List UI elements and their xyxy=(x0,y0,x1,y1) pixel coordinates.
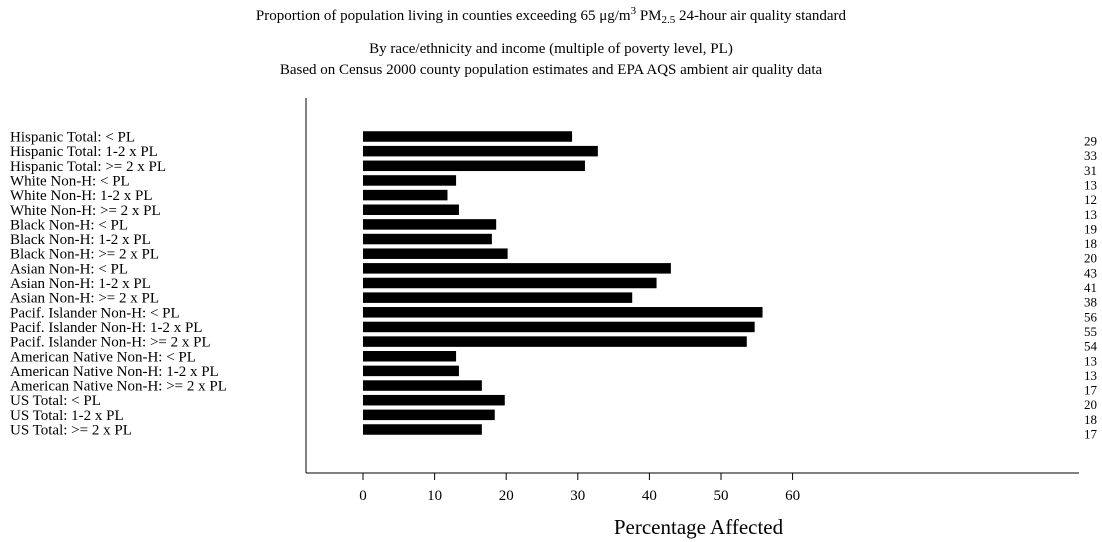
bar-value-label: 20 xyxy=(1084,397,1097,412)
bar xyxy=(363,160,585,172)
category-label: American Native Non-H: >= 2 x PL xyxy=(10,379,227,395)
bar-group xyxy=(363,131,763,435)
category-label: Hispanic Total: >= 2 x PL xyxy=(10,159,166,175)
bar-value-label: 31 xyxy=(1084,163,1097,178)
bar xyxy=(363,336,747,347)
bar xyxy=(363,380,482,391)
bar xyxy=(363,307,763,318)
category-label: US Total: < PL xyxy=(10,393,101,409)
bar-value-label: 13 xyxy=(1084,353,1097,368)
bar-value-label: 13 xyxy=(1084,368,1097,383)
bar xyxy=(363,189,448,201)
x-axis-label: Percentage Affected xyxy=(614,515,784,539)
x-tick-label: 60 xyxy=(785,488,800,504)
x-ticks: 0 10 20 30 40 50 60 xyxy=(359,473,800,504)
bar-value-label: 18 xyxy=(1084,236,1097,251)
bar-value-label: 54 xyxy=(1084,339,1098,354)
bar-value-label: 12 xyxy=(1084,192,1097,207)
bar-value-label: 19 xyxy=(1084,221,1097,236)
bar xyxy=(363,292,633,303)
bar-value-label: 41 xyxy=(1084,280,1097,295)
bar xyxy=(363,219,497,230)
category-label: White Non-H: 1-2 x PL xyxy=(10,188,152,204)
bar-value-label: 17 xyxy=(1084,383,1098,398)
bar xyxy=(363,424,482,435)
x-tick-label: 10 xyxy=(427,488,442,504)
bar xyxy=(363,233,492,245)
x-tick-label: 20 xyxy=(499,488,514,504)
bar-value-label: 18 xyxy=(1084,412,1097,427)
bar-value-label: 56 xyxy=(1084,309,1098,324)
category-label: White Non-H: < PL xyxy=(10,173,130,189)
category-label: White Non-H: >= 2 x PL xyxy=(10,203,161,219)
bar xyxy=(363,365,459,377)
x-tick-label: 50 xyxy=(714,488,729,504)
category-label: US Total: 1-2 x PL xyxy=(10,408,124,424)
bar xyxy=(363,263,671,274)
bar-value-label: 43 xyxy=(1084,265,1097,280)
bar-value-label: 13 xyxy=(1084,207,1097,222)
bar xyxy=(363,277,657,289)
category-label: US Total: >= 2 x PL xyxy=(10,423,132,439)
bar-value-label: 29 xyxy=(1084,134,1097,149)
bar xyxy=(363,175,457,186)
bar xyxy=(363,321,755,333)
x-tick-label: 30 xyxy=(570,488,585,504)
x-tick-label: 0 xyxy=(359,488,367,504)
chart-subtitle-2: Based on Census 2000 county population e… xyxy=(279,62,823,78)
category-label: Pacif. Islander Non-H: 1-2 x PL xyxy=(10,320,202,336)
bar-value-label: 33 xyxy=(1084,148,1097,163)
category-label: Pacif. Islander Non-H: < PL xyxy=(10,305,180,321)
bar-value-label: 38 xyxy=(1084,295,1097,310)
category-label: Black Non-H: < PL xyxy=(10,217,128,233)
category-label: Hispanic Total: 1-2 x PL xyxy=(10,144,158,160)
bar-value-label: 17 xyxy=(1084,427,1098,442)
bar xyxy=(363,351,457,362)
category-label: Asian Non-H: < PL xyxy=(10,261,128,277)
bar-value-label: 13 xyxy=(1084,177,1097,192)
category-label: Asian Non-H: 1-2 x PL xyxy=(10,276,151,292)
category-label: Hispanic Total: < PL xyxy=(10,130,135,146)
category-label: American Native Non-H: < PL xyxy=(10,349,196,365)
bar-value-label: 20 xyxy=(1084,251,1097,266)
value-labels: 2933311312131918204341385655541313172018… xyxy=(1084,134,1098,442)
x-tick-label: 40 xyxy=(642,488,657,504)
category-label: Black Non-H: >= 2 x PL xyxy=(10,247,159,263)
bar xyxy=(363,204,459,215)
bar xyxy=(363,145,598,157)
category-label: Pacif. Islander Non-H: >= 2 x PL xyxy=(10,335,211,351)
bar xyxy=(363,131,573,142)
category-label: Asian Non-H: >= 2 x PL xyxy=(10,291,159,307)
category-label: Black Non-H: 1-2 x PL xyxy=(10,232,151,248)
bar xyxy=(363,409,495,421)
category-label: American Native Non-H: 1-2 x PL xyxy=(10,364,219,380)
chart-title: Proportion of population living in count… xyxy=(255,5,847,26)
chart-subtitle-1: By race/ethnicity and income (multiple o… xyxy=(369,41,733,57)
bar xyxy=(363,248,508,259)
bar xyxy=(363,394,505,406)
bar-value-label: 55 xyxy=(1084,324,1097,339)
